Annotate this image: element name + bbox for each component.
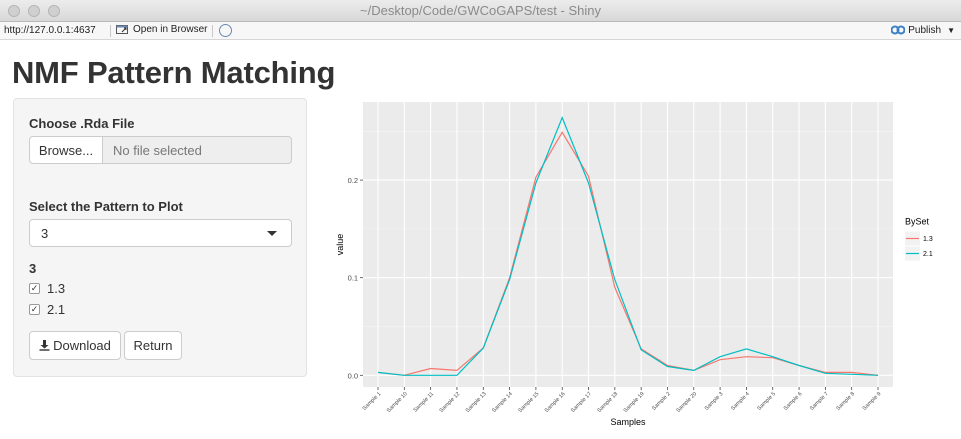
file-name-field[interactable]: No file selected [102, 136, 292, 164]
page-title: NMF Pattern Matching [12, 55, 336, 90]
pattern-select-value: 3 [41, 226, 49, 241]
x-tick-label: Sample 3 [704, 391, 725, 412]
x-tick-label: Sample 6 [783, 391, 804, 412]
close-window-button[interactable] [8, 5, 20, 17]
x-tick-label: Sample 11 [412, 391, 435, 414]
pattern-plot: 0.0 0.1 0.2 Sample 1 Sample 10 Sample 11 Sampl… [330, 92, 961, 432]
y-tick-label: 0.0 [348, 371, 358, 380]
x-tick-label: Sample 20 [675, 391, 698, 414]
file-input-label: Choose .Rda File [29, 116, 135, 131]
window-title: ~/Desktop/Code/GWCoGAPS/test - Shiny [360, 3, 601, 18]
x-tick-label: Sample 8 [835, 391, 856, 412]
y-tick-label: 0.1 [348, 274, 358, 283]
checkbox-row[interactable]: ✓ 2.1 [29, 302, 65, 317]
checkbox-1-3[interactable]: ✓ [29, 283, 40, 294]
toolbar-divider [212, 25, 213, 37]
x-tick-label: Sample 13 [465, 391, 488, 414]
x-tick-label: Sample 19 [623, 391, 646, 414]
checkbox-label: 1.3 [47, 281, 66, 296]
x-tick-label: Sample 5 [756, 391, 777, 412]
open-in-browser-icon [116, 25, 128, 34]
checkbox-row[interactable]: ✓ 1.3 [29, 281, 65, 296]
return-button[interactable]: Return [124, 331, 182, 360]
pattern-select-label: Select the Pattern to Plot [29, 199, 183, 214]
x-tick-label: Sample 14 [491, 391, 514, 414]
checkbox-label: 2.1 [47, 302, 66, 317]
window-title-bar: ~/Desktop/Code/GWCoGAPS/test - Shiny [0, 0, 961, 22]
download-button[interactable]: Download [29, 331, 121, 360]
plot-panel [363, 102, 893, 387]
minimize-window-button[interactable] [28, 5, 40, 17]
sidebar-panel: Choose .Rda File Browse... No file selec… [13, 98, 307, 377]
x-tick-label: Sample 17 [570, 391, 593, 414]
x-tick-label: Sample 2 [651, 391, 672, 412]
publish-button[interactable]: Publish ▼ [891, 24, 955, 36]
open-in-browser-button[interactable]: Open in Browser [116, 24, 207, 35]
y-tick-label: 0.2 [348, 176, 358, 185]
zoom-window-button[interactable] [48, 5, 60, 17]
publish-icon [891, 25, 906, 35]
x-tick-label: Sample 7 [809, 391, 830, 412]
legend-label: 2.1 [923, 251, 933, 258]
y-axis-label: value [335, 234, 345, 256]
caret-down-icon [267, 231, 277, 236]
pattern-select[interactable]: 3 [29, 219, 292, 247]
checkbox-group-label: 3 [29, 261, 37, 276]
chevron-down-icon[interactable]: ▼ [947, 25, 955, 35]
download-icon [39, 340, 50, 351]
download-label: Download [53, 338, 111, 353]
checkbox-2-1[interactable]: ✓ [29, 304, 40, 315]
x-tick-label: Sample 1 [362, 391, 383, 412]
series-line-2-1 [377, 115, 879, 376]
toolbar-divider [110, 25, 111, 37]
x-tick-label: Sample 16 [544, 391, 567, 414]
viewer-toolbar: http://127.0.0.1:4637 Open in Browser Pu… [0, 22, 961, 40]
publish-label: Publish [908, 24, 942, 36]
x-tick-label: Sample 18 [596, 391, 619, 414]
x-tick-label: Sample 15 [517, 391, 540, 414]
x-tick-label: Sample 12 [439, 391, 462, 414]
url-label: http://127.0.0.1:4637 [4, 25, 96, 36]
browse-button[interactable]: Browse... [29, 136, 103, 164]
refresh-icon[interactable] [219, 24, 232, 37]
x-tick-label: Sample 4 [730, 391, 751, 412]
legend-title: BySet [905, 217, 930, 227]
open-in-browser-label: Open in Browser [133, 24, 208, 35]
x-axis-label: Samples [610, 417, 646, 427]
x-tick-label: Sample 9 [862, 391, 883, 412]
x-tick-label: Sample 10 [386, 391, 409, 414]
legend-label: 1.3 [923, 236, 933, 243]
